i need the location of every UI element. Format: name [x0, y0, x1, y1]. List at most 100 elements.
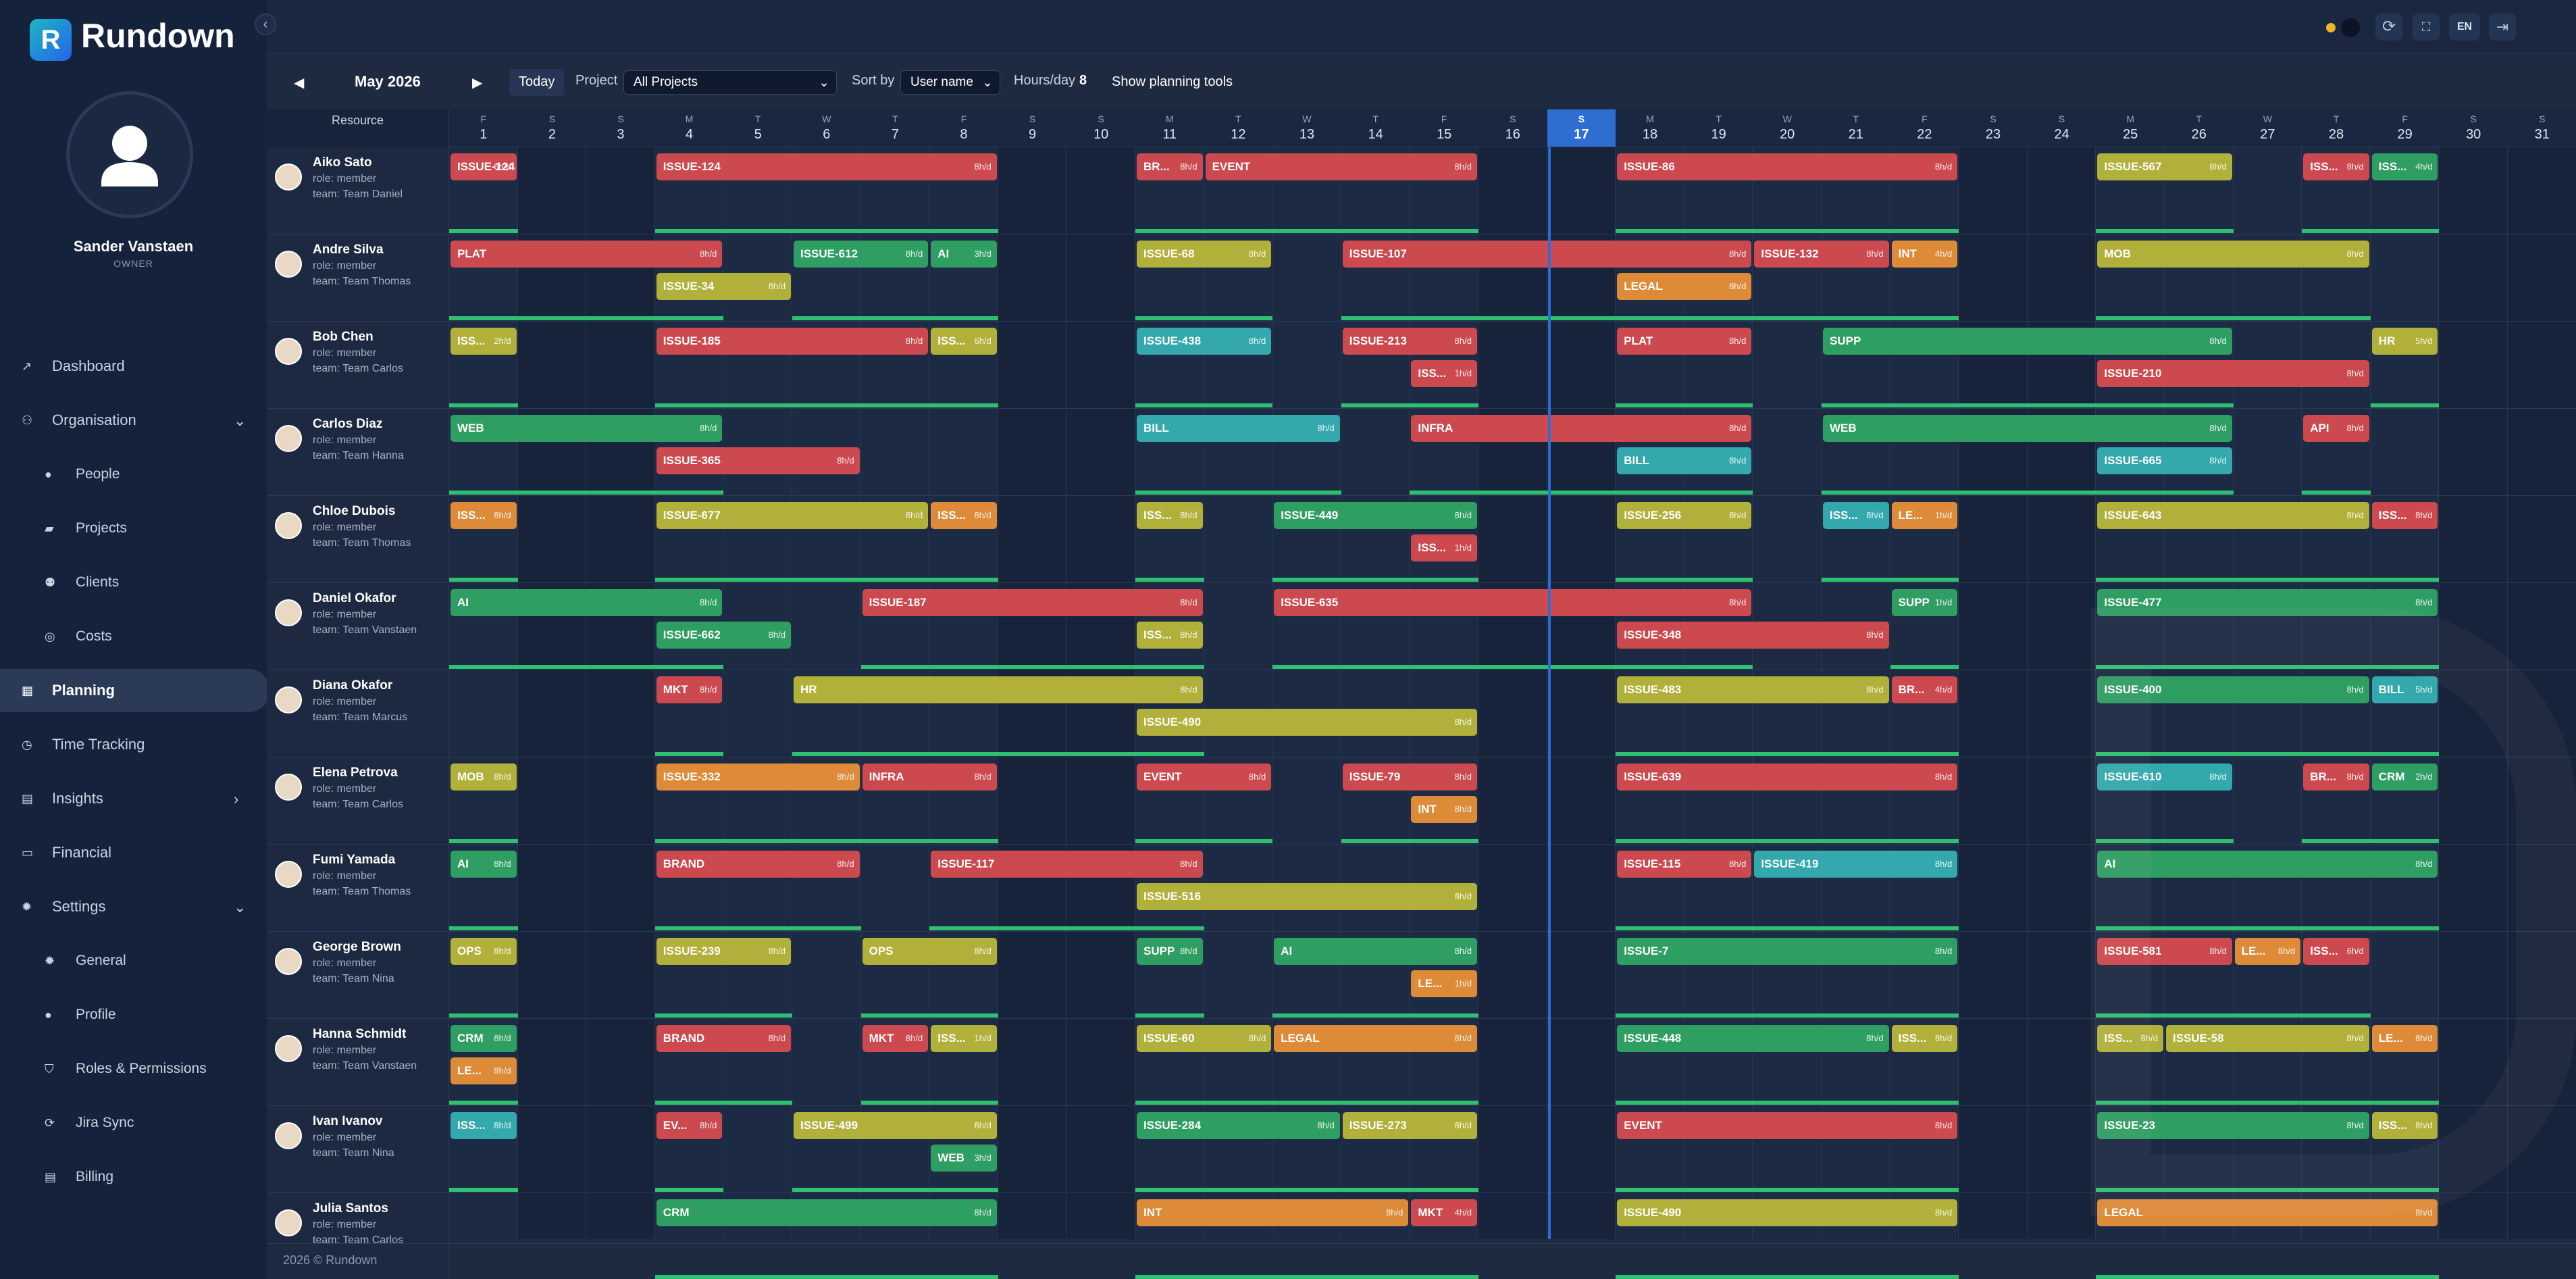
task-bar[interactable]: ISSUE-68 8h/d	[1137, 241, 1272, 268]
task-bar[interactable]: PLAT 8h/d	[450, 241, 723, 268]
task-bar[interactable]: ISSUE-365 8h/d	[656, 447, 860, 474]
sidebar-item-dashboard[interactable]: ↗ Dashboard	[0, 345, 267, 388]
task-bar[interactable]: ISSUE-581 8h/d	[2097, 938, 2232, 965]
task-bar[interactable]: EVENT 8h/d	[1137, 763, 1272, 791]
task-bar[interactable]: ISSUE-210 8h/d	[2097, 360, 2369, 387]
task-bar[interactable]: ISSUE-400 8h/d	[2097, 676, 2369, 703]
resource-avatar[interactable]	[275, 164, 302, 191]
task-bar[interactable]: ISSUE-449 8h/d	[1274, 502, 1477, 529]
task-bar[interactable]: ISSUE-567 8h/d	[2097, 153, 2232, 180]
resource-info[interactable]: Diana Okafor role: member team: Team Marcu…	[267, 670, 449, 757]
sidebar-item-profile[interactable]: ● Profile	[0, 993, 267, 1036]
task-bar[interactable]: AI 3h/d	[931, 241, 997, 268]
task-bar[interactable]: ISSUE-499 8h/d	[794, 1112, 997, 1139]
task-bar[interactable]: INT 8h/d	[1137, 1199, 1409, 1226]
fullscreen-button[interactable]: ⛶	[2413, 14, 2440, 41]
task-bar[interactable]: ISS... 8h/d	[931, 502, 997, 529]
task-bar[interactable]: ISSUE-132 8h/d	[1754, 241, 1889, 268]
task-bar[interactable]: MKT 8h/d	[656, 676, 723, 703]
task-bar[interactable]: INT 4h/d	[1891, 241, 1958, 268]
task-bar[interactable]: ISS... 1h/d	[1411, 360, 1477, 387]
resource-avatar[interactable]	[275, 425, 302, 452]
task-bar[interactable]: OPS 8h/d	[450, 938, 517, 965]
task-bar[interactable]: ISSUE-665 8h/d	[2097, 447, 2232, 474]
task-bar[interactable]: ISS... 8h/d	[1137, 502, 1203, 529]
task-bar[interactable]: ISS... 8h/d	[2097, 1025, 2163, 1052]
task-bar[interactable]: CRM 2h/d	[2371, 763, 2438, 791]
task-bar[interactable]: BILL 8h/d	[1137, 415, 1340, 442]
day-header[interactable]: S 31	[2508, 109, 2576, 147]
sidebar-item-settings[interactable]: ✹ Settings ⌄	[0, 885, 267, 928]
day-header[interactable]: F 15	[1410, 109, 1478, 147]
resource-avatar[interactable]	[275, 512, 302, 539]
sidebar-item-clients[interactable]: ⚉ Clients	[0, 561, 267, 604]
task-bar[interactable]: LE... 8h/d	[2234, 938, 2301, 965]
day-header[interactable]: S 10	[1066, 109, 1135, 147]
resource-info[interactable]: Julia Santos role: member team: Team Carlo…	[267, 1193, 449, 1279]
task-bar[interactable]: LEGAL 8h/d	[1617, 273, 1752, 300]
task-bar[interactable]: ISS... 6h/d	[2303, 938, 2369, 965]
task-bar[interactable]: ISSUE-79 8h/d	[1342, 763, 1477, 791]
resource-info[interactable]: Bob Chen role: member team: Team Carlos	[267, 322, 449, 408]
sidebar-item-organisation[interactable]: ⚇ Organisation ⌄	[0, 399, 267, 442]
task-bar[interactable]: WEB 3h/d	[931, 1145, 997, 1172]
task-bar[interactable]: ISSUE-610 8h/d	[2097, 763, 2232, 791]
task-bar[interactable]: ISS... 8h/d	[450, 502, 517, 529]
task-bar[interactable]: ISSUE-58 8h/d	[2166, 1025, 2369, 1052]
task-bar[interactable]: ISS... 8h/d	[1891, 1025, 1958, 1052]
refresh-button[interactable]: ⟳	[2375, 14, 2402, 41]
resource-info[interactable]: Carlos Diaz role: member team: Team Hanna	[267, 409, 449, 495]
task-bar[interactable]: INFRA 8h/d	[862, 763, 997, 791]
day-header[interactable]: T 28	[2302, 109, 2371, 147]
day-header[interactable]: M 18	[1616, 109, 1684, 147]
task-bar[interactable]: ISSUE-256 8h/d	[1617, 502, 1752, 529]
task-bar[interactable]: AI 8h/d	[450, 589, 723, 616]
task-bar[interactable]: ISS... 8h/d	[1823, 502, 1889, 529]
day-header[interactable]: M 11	[1135, 109, 1204, 147]
task-bar[interactable]: SUPP 8h/d	[1823, 328, 2232, 355]
logout-button[interactable]: ⇥	[2489, 14, 2516, 41]
task-bar[interactable]: ISSUE-23 8h/d	[2097, 1112, 2369, 1139]
task-bar[interactable]: ISSUE-483 8h/d	[1617, 676, 1889, 703]
task-bar[interactable]: ISS... 1h/d	[1411, 534, 1477, 561]
task-bar[interactable]: ISSUE-124 8h/d	[656, 153, 997, 180]
collapse-sidebar-button[interactable]: ‹	[255, 14, 276, 35]
sidebar-item-financial[interactable]: ▭ Financial	[0, 831, 267, 874]
task-bar[interactable]: ISSUE-490 8h/d	[1617, 1199, 1958, 1226]
task-bar[interactable]: ISS... 4h/d	[2371, 153, 2438, 180]
task-bar[interactable]: ISSUE-448 8h/d	[1617, 1025, 1889, 1052]
sidebar-item-planning[interactable]: ▦ Planning	[0, 669, 270, 712]
sidebar-item-costs[interactable]: ◎ Costs	[0, 615, 267, 658]
task-bar[interactable]: WEB 8h/d	[1823, 415, 2232, 442]
day-header[interactable]: T 12	[1204, 109, 1273, 147]
task-bar[interactable]: CRM 8h/d	[656, 1199, 997, 1226]
task-bar[interactable]: ISSUE-419 8h/d	[1754, 851, 1958, 878]
task-bar[interactable]: ISS... 8h/d	[1137, 622, 1203, 649]
task-bar[interactable]: MKT 4h/d	[1411, 1199, 1477, 1226]
task-bar[interactable]: HR 5h/d	[2371, 328, 2438, 355]
task-bar[interactable]: EV... 8h/d	[656, 1112, 723, 1139]
resource-avatar[interactable]	[275, 1209, 302, 1236]
task-bar[interactable]: AI 8h/d	[450, 851, 517, 878]
resource-info[interactable]: Elena Petrova role: member team: Team Carl…	[267, 757, 449, 844]
task-bar[interactable]: BRAND 8h/d	[656, 851, 860, 878]
day-header[interactable]: M 25	[2096, 109, 2165, 147]
task-bar[interactable]: ISSUE-34 8h/d	[656, 273, 791, 300]
task-bar[interactable]: AI 8h/d	[2097, 851, 2438, 878]
day-header[interactable]: W 13	[1272, 109, 1341, 147]
resource-avatar[interactable]	[275, 1122, 302, 1149]
resource-avatar[interactable]	[275, 948, 302, 975]
task-bar[interactable]: ISSUE-284 8h/d	[1137, 1112, 1340, 1139]
task-bar[interactable]: LE... 8h/d	[2371, 1025, 2438, 1052]
task-bar[interactable]: LE... 1h/d	[1891, 502, 1958, 529]
resource-avatar[interactable]	[275, 251, 302, 278]
task-bar[interactable]: BR... 8h/d	[2303, 763, 2369, 791]
resource-info[interactable]: Aiko Sato role: member team: Team Daniel	[267, 147, 449, 234]
task-bar[interactable]: INT 8h/d	[1411, 796, 1477, 823]
